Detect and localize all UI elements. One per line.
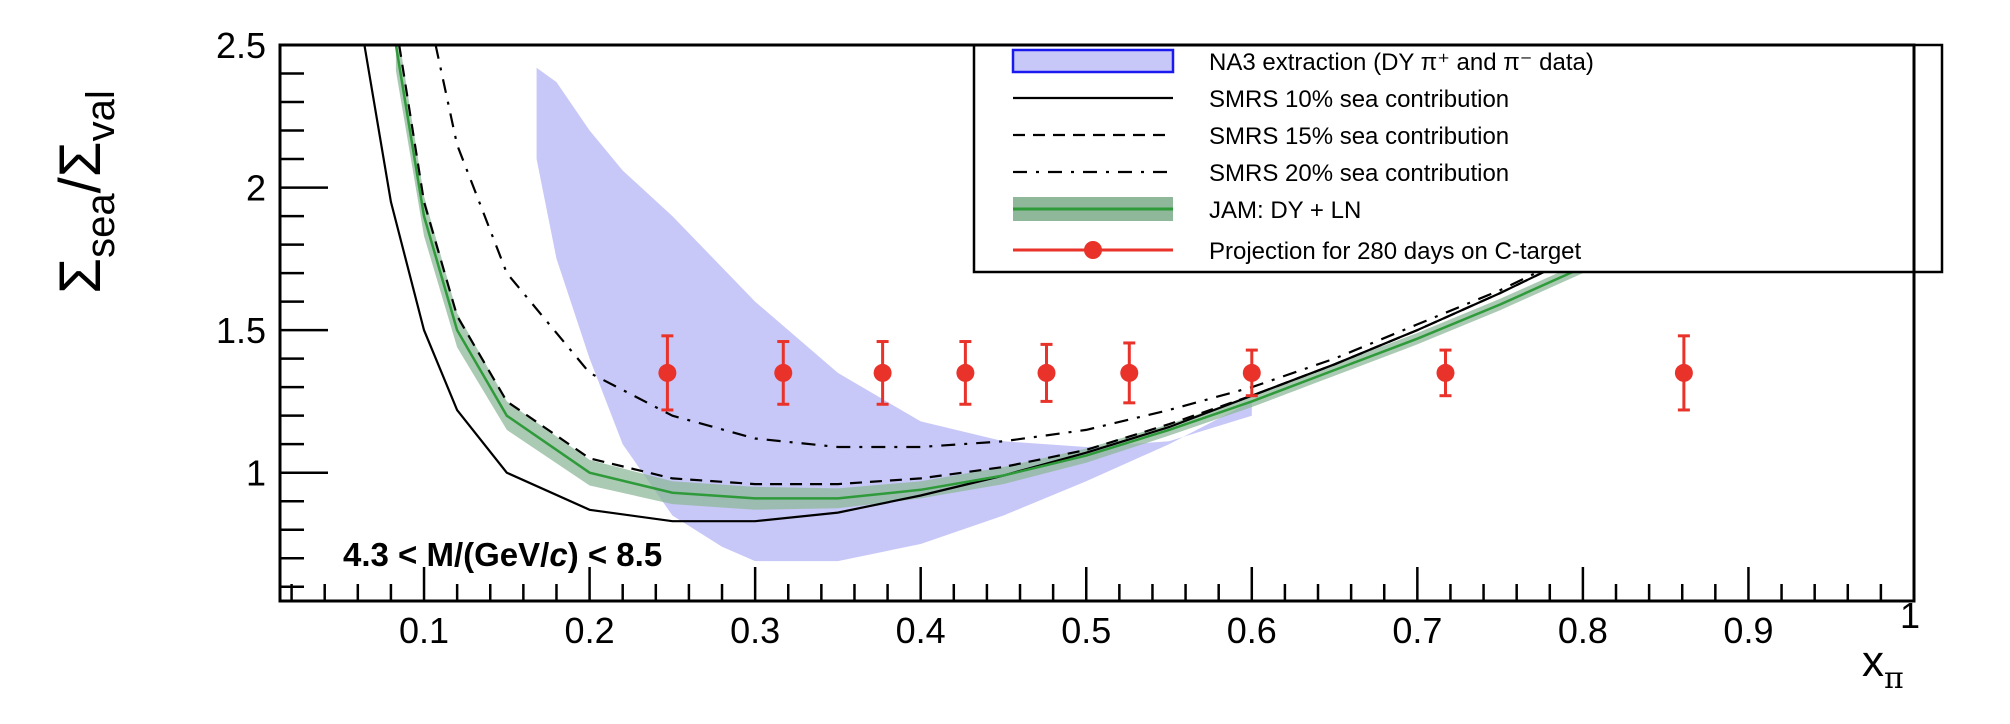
x-tick-label: 0.9 (1723, 610, 1773, 651)
x-axis-label: xπ (1862, 637, 1904, 696)
projection-point (1674, 334, 1693, 412)
legend-label: SMRS 10% sea contribution (1209, 86, 1509, 113)
legend: NA3 extraction (DY π⁺ and π⁻ data) SMRS 1… (972, 43, 1944, 274)
mass-range-annotation: 4.3 < M/(GeV/c) < 8.5 (343, 536, 662, 573)
legend-label: SMRS 20% sea contribution (1209, 160, 1509, 187)
na3-extraction-band (536, 67, 1252, 562)
y-tick-label: 1 (246, 453, 266, 494)
y-tick-label: 2.5 (216, 25, 266, 66)
legend-marker (1084, 241, 1102, 259)
projection-point (956, 340, 975, 406)
legend-item-smrs15: SMRS 15% sea contribution (1013, 123, 1509, 150)
projection-marker (774, 363, 793, 382)
projection-point (774, 340, 793, 406)
projection-point (1436, 348, 1455, 398)
projection-point (873, 340, 892, 406)
projection-marker (1120, 363, 1139, 382)
legend-label: SMRS 15% sea contribution (1209, 123, 1509, 150)
projection-marker (1674, 363, 1693, 382)
x-tick-label: 0.2 (565, 610, 615, 651)
projection-marker (956, 363, 975, 382)
na3-band-layer (536, 67, 1252, 562)
projection-marker (1037, 363, 1056, 382)
projection-points-layer (658, 334, 1693, 412)
projection-point (1120, 341, 1139, 405)
projection-point (1037, 342, 1056, 403)
legend-item-jam: JAM: DY + LN (1013, 197, 1361, 224)
legend-swatch (1011, 48, 1175, 74)
smrs20-curve (434, 45, 1914, 449)
jam-central-curve (394, 45, 1914, 500)
x-tick-label: 0.7 (1392, 610, 1442, 651)
smrs-lines-layer (363, 45, 1914, 523)
y-tick-label: 1.5 (216, 310, 266, 351)
x-tick-label: 0.3 (730, 610, 780, 651)
projection-marker (1242, 363, 1261, 382)
projection-point (1242, 348, 1261, 398)
legend-label: JAM: DY + LN (1209, 197, 1361, 224)
projection-marker (658, 363, 677, 382)
legend-item-projection: Projection for 280 days on C-target (1013, 238, 1582, 265)
projection-point (658, 334, 677, 412)
y-axis-label: Σsea/Σval (48, 90, 123, 293)
plot-frame (278, 43, 1916, 603)
legend-item-smrs20: SMRS 20% sea contribution (1013, 160, 1509, 187)
legend-box (972, 43, 1944, 274)
legend-label: Projection for 280 days on C-target (1209, 238, 1582, 265)
projection-marker (873, 363, 892, 382)
axes: 0.1 0.2 0.3 0.4 0.5 0.6 0.7 0.8 0.9 1 1 1.5 2 2.5 (216, 25, 1920, 651)
legend-label: NA3 extraction (DY π⁺ and π⁻ data) (1209, 49, 1594, 76)
legend-item-na3: NA3 extraction (DY π⁺ and π⁻ data) (1011, 48, 1594, 76)
smrs15-curve (398, 45, 1914, 486)
y-tick-label: 2 (246, 168, 266, 209)
x-tick-label: 0.5 (1061, 610, 1111, 651)
x-tick-label: 0.4 (896, 610, 946, 651)
x-tick-label: 0.6 (1227, 610, 1277, 651)
projection-marker (1436, 363, 1455, 382)
x-tick-label: 0.8 (1558, 610, 1608, 651)
legend-item-smrs10: SMRS 10% sea contribution (1013, 86, 1509, 113)
x-tick-label: 0.1 (399, 610, 449, 651)
x-tick-label: 1 (1900, 595, 1920, 636)
